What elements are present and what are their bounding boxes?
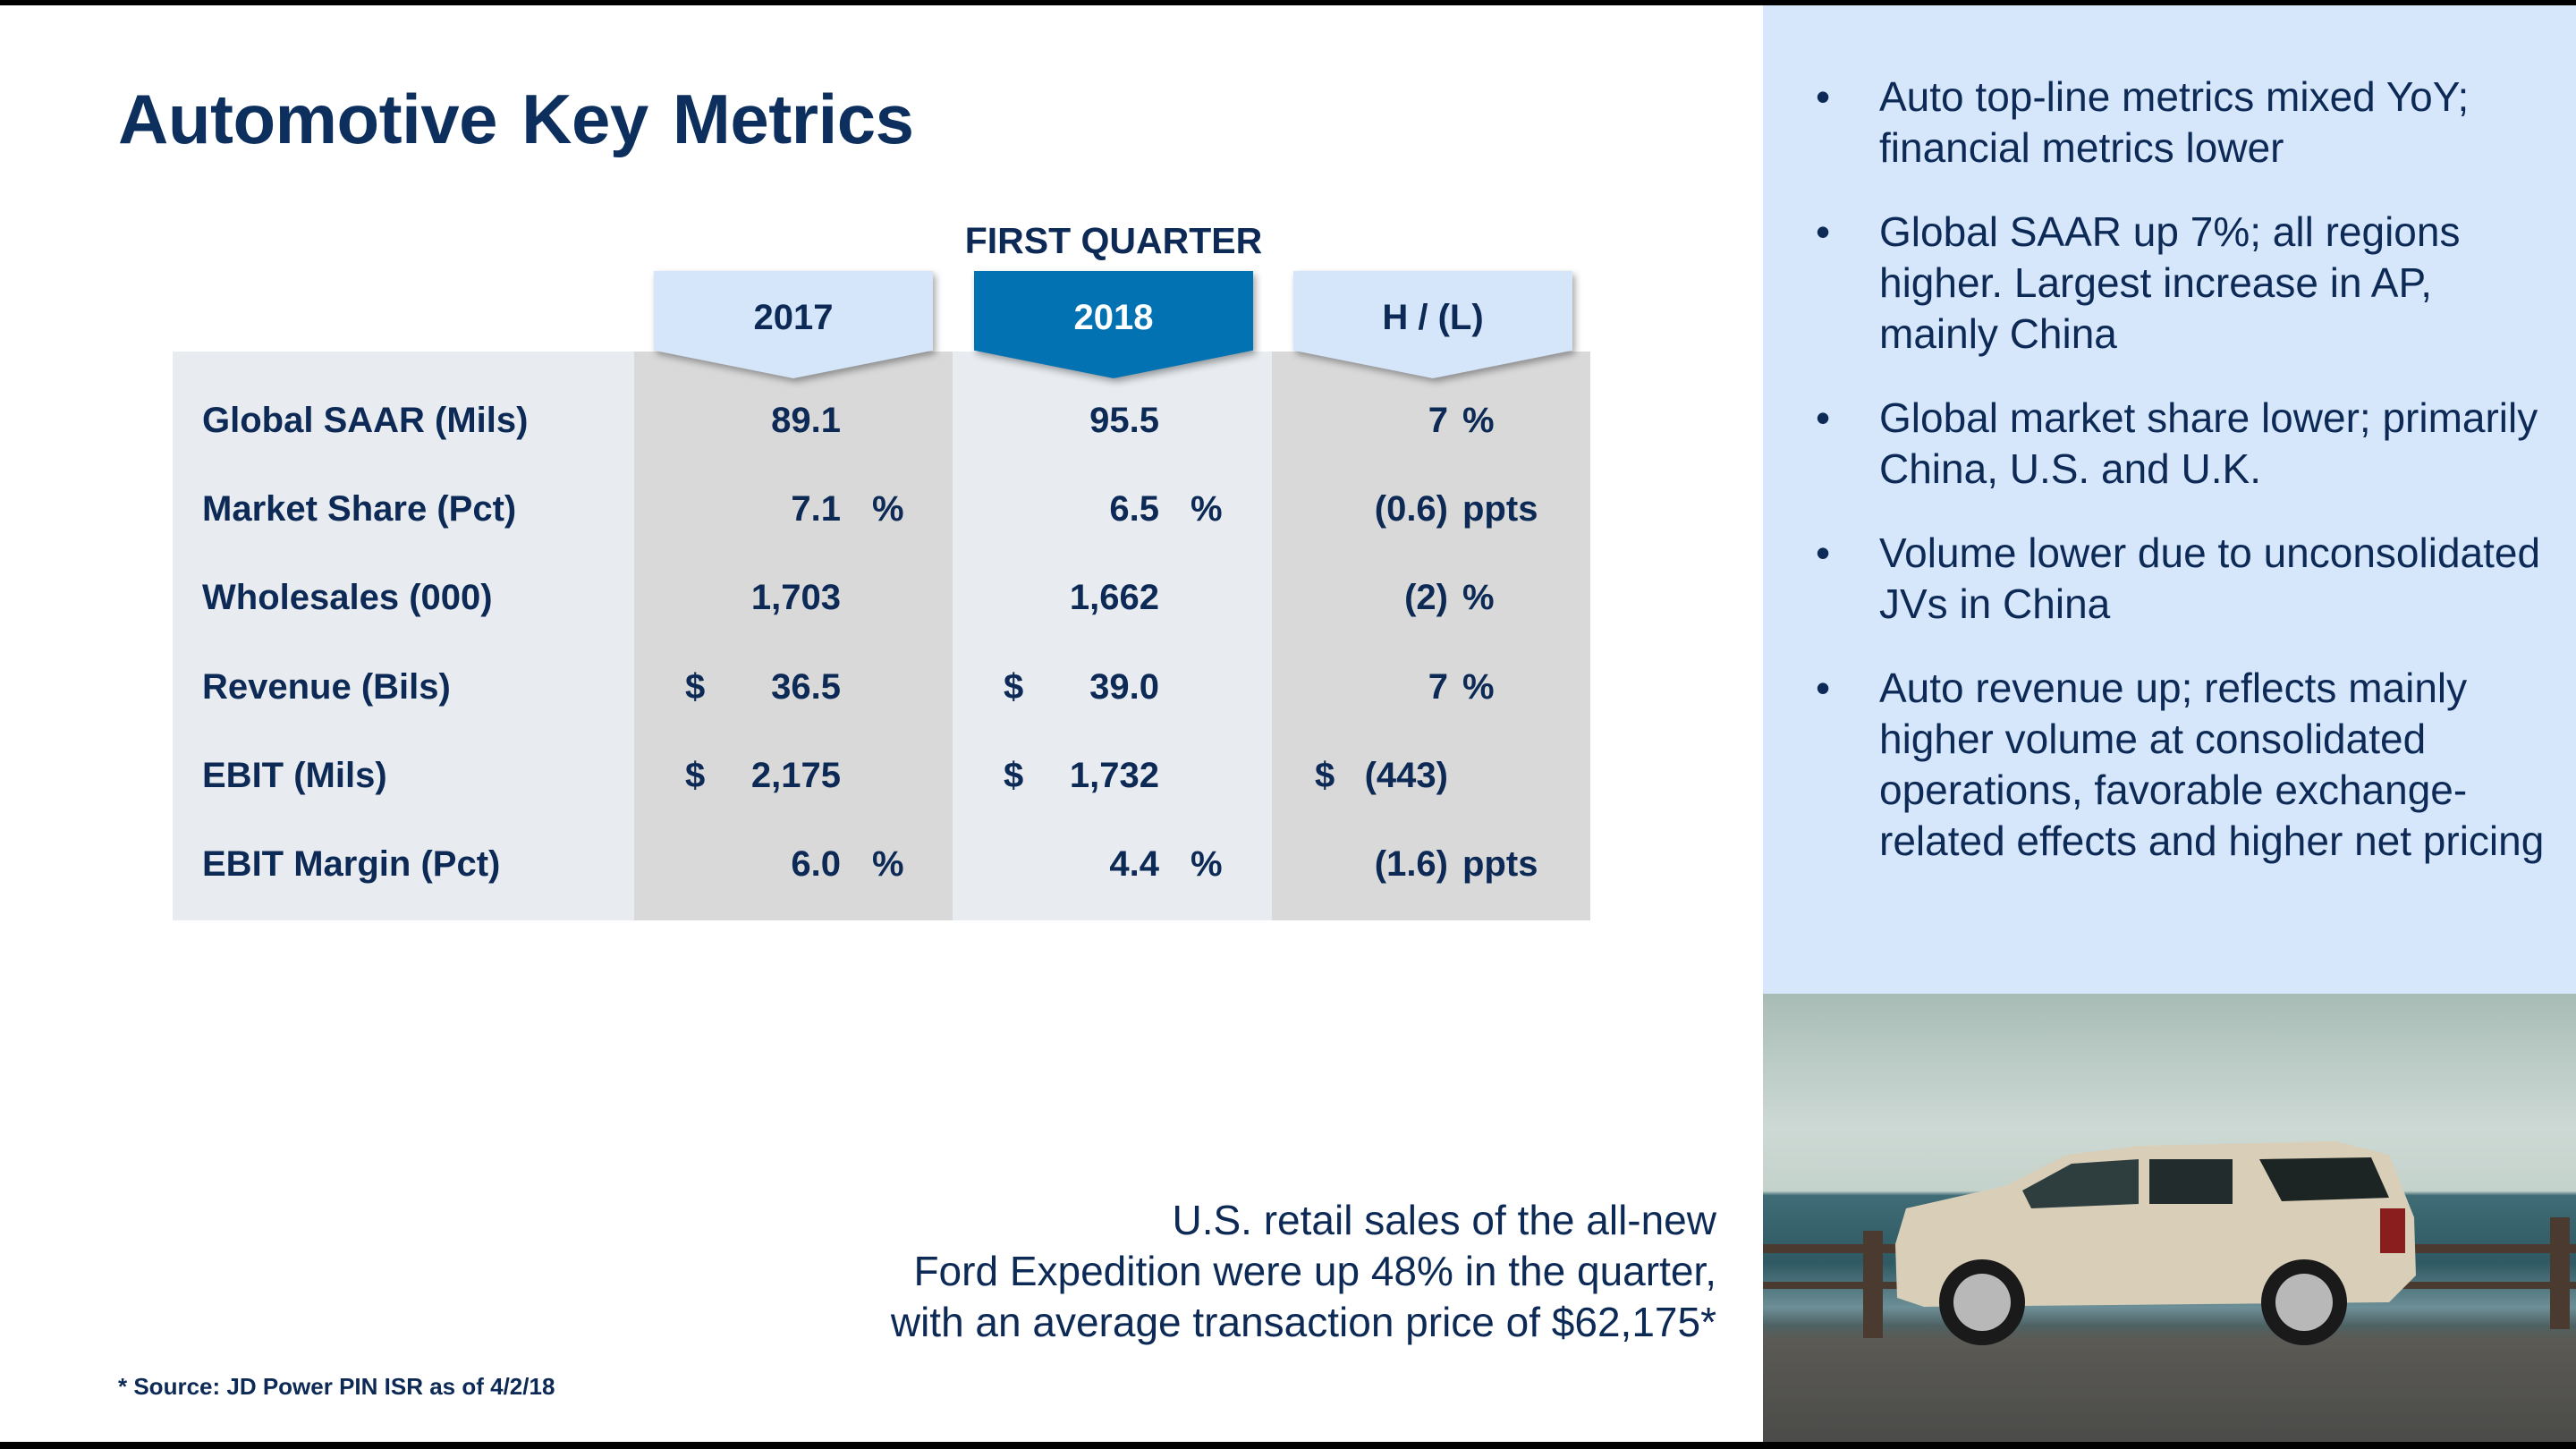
- cell-prefix: $: [1315, 756, 1335, 795]
- bullet-text: Global SAAR up 7%; all regions higher. L…: [1879, 208, 2461, 357]
- column-header-label: 2017: [753, 298, 834, 337]
- column-header-label: 2018: [1073, 298, 1154, 337]
- cell-prefix: $: [685, 667, 706, 707]
- bullet-icon: •: [1816, 665, 1831, 711]
- col-hl-bg: [1272, 352, 1590, 920]
- cell-unit: %: [872, 489, 904, 529]
- expedition-caption: U.S. retail sales of the all-new Ford Ex…: [891, 1195, 1716, 1348]
- row-label: Revenue (Bils): [202, 667, 451, 707]
- row-label: Wholesales (000): [202, 578, 493, 617]
- suv-illustration: [1763, 1141, 2576, 1345]
- cell-value: 95.5: [1089, 401, 1159, 440]
- row-label: Global SAAR (Mils): [202, 401, 529, 440]
- col-2017-bg: [634, 352, 953, 920]
- table-row: Global SAAR (Mils) 89.1 95.5 7%: [173, 401, 1590, 454]
- bullet-item: • Volume lower due to unconsolidated JVs …: [1816, 528, 2549, 630]
- cell-value: (443): [1364, 756, 1448, 795]
- cell-unit: %: [1191, 844, 1223, 884]
- summary-bullets: • Auto top-line metrics mixed YoY; financ…: [1816, 72, 2549, 900]
- fence-post: [1863, 1231, 1883, 1338]
- label-column-bg: [173, 352, 634, 920]
- cell-value: 36.5: [771, 667, 841, 707]
- bullet-icon: •: [1816, 394, 1831, 441]
- col-2018-bg: [953, 352, 1272, 920]
- row-label: EBIT Margin (Pct): [202, 844, 501, 884]
- ford-expedition-photo: [1763, 994, 2576, 1442]
- cell-value: (1.6): [1374, 844, 1448, 884]
- rim: [2275, 1274, 2333, 1331]
- suv-window: [2259, 1157, 2389, 1201]
- table-row: Market Share (Pct) 7.1% 6.5% (0.6) ppts: [173, 489, 1590, 543]
- summary-panel: [1763, 5, 2576, 994]
- column-header-hl: H / (L): [1293, 271, 1572, 378]
- row-label: EBIT (Mils): [202, 756, 387, 795]
- first-quarter-header: FIRST QUARTER: [964, 220, 1263, 261]
- bullet-text: Auto revenue up; reflects mainly higher …: [1879, 665, 2545, 864]
- cell-unit: ppts: [1462, 844, 1538, 884]
- bullet-icon: •: [1816, 530, 1831, 576]
- cell-value: 7.1: [791, 489, 841, 529]
- bullet-icon: •: [1816, 73, 1831, 120]
- caption-line: U.S. retail sales of the all-new: [1172, 1197, 1717, 1243]
- bottom-border: [0, 1442, 2576, 1449]
- cell-unit: %: [1462, 667, 1495, 707]
- page-title: Automotive Key Metrics: [118, 80, 914, 158]
- caption-line: Ford Expedition were up 48% in the quart…: [913, 1248, 1716, 1294]
- bullet-text: Global market share lower; primarily Chi…: [1879, 394, 2538, 492]
- cell-unit: %: [872, 844, 904, 884]
- caption-line: with an average transaction price of $62…: [890, 1299, 1716, 1345]
- bullet-icon: •: [1816, 208, 1831, 255]
- cell-value: 7: [1428, 401, 1448, 440]
- source-footnote: * Source: JD Power PIN ISR as of 4/2/18: [118, 1373, 555, 1400]
- bullet-item: • Auto top-line metrics mixed YoY; financ…: [1816, 72, 2549, 174]
- cell-value: 1,662: [1069, 578, 1159, 617]
- bullet-item: • Global market share lower; primarily Ch…: [1816, 393, 2549, 495]
- cell-unit: %: [1462, 578, 1495, 617]
- cell-value: 6.0: [791, 844, 841, 884]
- cell-value: 4.4: [1109, 844, 1159, 884]
- tail-light: [2380, 1208, 2405, 1253]
- table-row: Wholesales (000) 1,703 1,662 (2)%: [173, 578, 1590, 631]
- cell-value: 2,175: [750, 756, 841, 795]
- bullet-item: • Global SAAR up 7%; all regions higher. …: [1816, 207, 2549, 360]
- suv-window: [2149, 1159, 2233, 1204]
- cell-value: 7: [1428, 667, 1448, 707]
- bullet-item: • Auto revenue up; reflects mainly higher…: [1816, 663, 2549, 867]
- column-header-2018: 2018: [974, 271, 1253, 378]
- cell-prefix: $: [685, 756, 706, 795]
- cell-unit: %: [1462, 401, 1495, 440]
- column-header-label: H / (L): [1382, 298, 1484, 337]
- suv-window: [2022, 1159, 2139, 1208]
- cell-value: (2): [1404, 578, 1448, 617]
- bullet-text: Auto top-line metrics mixed YoY; financi…: [1879, 73, 2470, 171]
- rim: [1953, 1274, 2011, 1331]
- cell-value: 1,732: [1069, 756, 1159, 795]
- cell-prefix: $: [1004, 756, 1024, 795]
- cell-prefix: $: [1004, 667, 1024, 707]
- column-header-2017: 2017: [654, 271, 933, 378]
- fence-post: [2550, 1217, 2570, 1329]
- cell-unit: %: [1191, 489, 1223, 529]
- cell-value: 39.0: [1089, 667, 1159, 707]
- bullet-text: Volume lower due to unconsolidated JVs i…: [1879, 530, 2541, 627]
- cell-value: 89.1: [771, 401, 841, 440]
- cell-value: 6.5: [1109, 489, 1159, 529]
- cell-value: (0.6): [1374, 489, 1448, 529]
- row-label: Market Share (Pct): [202, 489, 517, 529]
- table-row: EBIT Margin (Pct) 6.0% 4.4% (1.6) ppts: [173, 844, 1590, 898]
- cell-value: 1,703: [750, 578, 841, 617]
- cell-unit: ppts: [1462, 489, 1538, 529]
- table-row: Revenue (Bils) $36.5 $39.0 7%: [173, 667, 1590, 721]
- table-row: EBIT (Mils) $2,175 $1,732 $ (443): [173, 756, 1590, 809]
- top-border: [0, 0, 2576, 5]
